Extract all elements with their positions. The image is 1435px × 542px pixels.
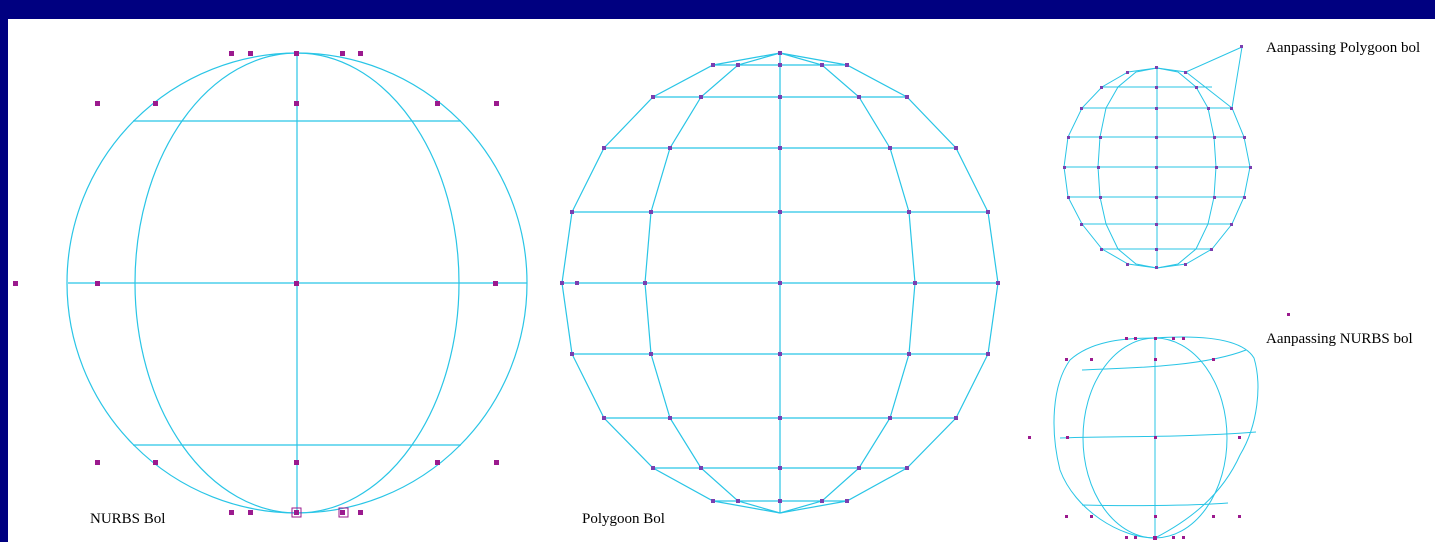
polygon-sphere-label: Polygoon Bol [582, 511, 665, 527]
slide-canvas [8, 19, 1435, 542]
edited-nurbs-label: Aanpassing NURBS bol [1266, 331, 1413, 347]
polygon-vertices [560, 51, 1000, 503]
edited-nurbs-latitude [1081, 349, 1247, 371]
edited-polygon-sphere [1063, 45, 1252, 269]
edited-polygon-meridian [1097, 67, 1158, 269]
edited-polygon-meridian [1156, 67, 1217, 269]
edited-polygon-pulled-edge [1185, 71, 1233, 109]
edited-nurbs-equator [1059, 431, 1257, 439]
nurbs-sphere-label: NURBS Bol [90, 511, 166, 527]
edited-nurbs-latitude [1081, 502, 1229, 507]
edited-nurbs-sphere [1028, 313, 1290, 540]
polygon-sphere [560, 51, 1000, 514]
edited-polygon-label: Aanpassing Polygoon bol [1266, 40, 1421, 56]
nurbs-sphere [13, 51, 528, 518]
edited-nurbs-control-points [1028, 313, 1290, 540]
edited-polygon-vertices [1063, 45, 1252, 269]
nurbs-control-points [13, 51, 499, 518]
